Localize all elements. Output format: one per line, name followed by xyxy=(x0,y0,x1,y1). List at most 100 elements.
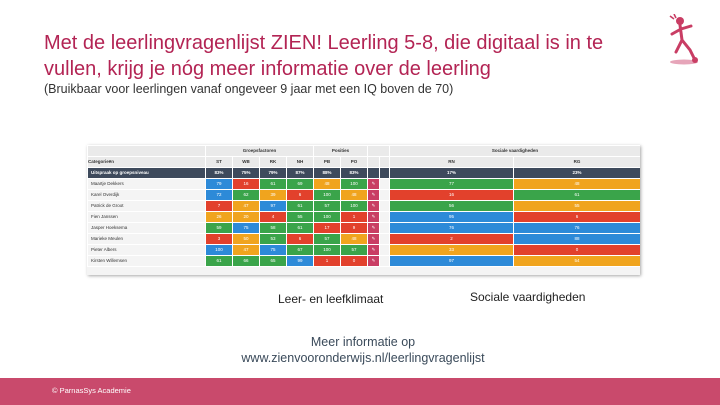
score-cell: 61 xyxy=(513,189,640,201)
score-cell: 57 xyxy=(313,233,342,245)
more-info-line: Meer informatie op xyxy=(310,335,416,349)
column-header[interactable]: RN xyxy=(389,156,515,168)
summary-cell: 75% xyxy=(232,167,260,179)
column-header[interactable]: RG xyxy=(513,156,640,168)
summary-cell: 83% xyxy=(340,167,369,179)
score-cell: 6 xyxy=(513,211,640,223)
score-cell: 1 xyxy=(313,255,342,267)
score-cell: 48 xyxy=(313,178,342,190)
pencil-icon[interactable]: ✎ xyxy=(367,189,381,201)
score-cell: 50 xyxy=(232,233,260,245)
student-name[interactable]: Patrick de Groot xyxy=(87,200,206,212)
pencil-icon[interactable]: ✎ xyxy=(367,255,381,267)
score-cell: 100 xyxy=(313,211,342,223)
more-info-link[interactable]: www.zienvooronderwijs.nl/leerlingvragenl… xyxy=(241,351,485,365)
student-name[interactable]: Karel Overdijk xyxy=(87,189,206,201)
student-name[interactable]: Kirsten Willemsen xyxy=(87,255,206,267)
column-header[interactable] xyxy=(367,156,381,168)
column-header[interactable]: Categorieën xyxy=(87,156,206,168)
score-cell: 100 xyxy=(313,189,342,201)
score-cell: 57 xyxy=(340,244,369,256)
score-cell: 76 xyxy=(389,222,515,234)
student-name[interactable]: Marieke Meulen xyxy=(87,233,206,245)
score-cell: 0 xyxy=(340,255,369,267)
table-row[interactable]: Patrick de Groot 7 47 97 61 57 100 ✎ 56 55 xyxy=(87,200,640,212)
student-results-table: Groepsfactoren Posities Sociale vaardigh… xyxy=(87,145,640,275)
score-cell: 6 xyxy=(285,233,315,245)
table-row[interactable]: Jasper Hoeksema 59 75 58 61 17 9 ✎ 76 76 xyxy=(87,222,640,234)
score-cell: 100 xyxy=(313,244,342,256)
slide-subtitle: (Bruikbaar voor leerlingen vanaf ongevee… xyxy=(44,82,454,96)
results-grid: Groepsfactoren Posities Sociale vaardigh… xyxy=(87,145,640,267)
score-cell: 7 xyxy=(205,200,233,212)
score-cell: 61 xyxy=(205,255,233,267)
pencil-icon[interactable]: ✎ xyxy=(367,200,381,212)
score-cell: 54 xyxy=(513,255,640,267)
summary-cell: Uitspraak op groepsniveau xyxy=(87,167,206,179)
score-cell: 65 xyxy=(259,255,287,267)
student-name[interactable]: Maartje Dekkers xyxy=(87,178,206,190)
group-header-row: Groepsfactoren Posities Sociale vaardigh… xyxy=(87,145,640,157)
summary-cell xyxy=(379,167,391,179)
score-cell: 59 xyxy=(205,222,233,234)
score-cell: 9 xyxy=(340,222,369,234)
running-child-logo-icon xyxy=(669,14,698,65)
table-row[interactable]: Kirsten Willemsen 61 66 65 99 1 0 ✎ 97 54 xyxy=(87,255,640,267)
student-name[interactable]: Pieter Albers xyxy=(87,244,206,256)
column-header[interactable]: ST xyxy=(205,156,233,168)
pencil-icon[interactable]: ✎ xyxy=(367,178,381,190)
summary-cell: 88% xyxy=(313,167,342,179)
score-cell: 53 xyxy=(259,233,287,245)
score-cell: 17 xyxy=(313,222,342,234)
score-cell: 55 xyxy=(513,200,640,212)
score-cell: 16 xyxy=(232,178,260,190)
slide-title: Met de leerlingvragenlijst ZIEN! Leerlin… xyxy=(44,32,604,80)
pencil-icon[interactable]: ✎ xyxy=(367,222,381,234)
summary-cell: 23% xyxy=(513,167,640,179)
table-row[interactable]: Karel Overdijk 72 62 39 6 100 48 ✎ 16 61 xyxy=(87,189,640,201)
pencil-icon[interactable]: ✎ xyxy=(367,244,381,256)
group-summary-row: Uitspraak op groepsniveau 83% 75% 79% 87% 88%… xyxy=(87,167,640,179)
student-name[interactable]: Fien Janssen xyxy=(87,211,206,223)
score-cell: 3 xyxy=(205,233,233,245)
table-row[interactable]: Pieter Albers 100 47 75 67 100 57 ✎ 33 0 xyxy=(87,244,640,256)
score-cell: 16 xyxy=(389,189,515,201)
score-cell: 61 xyxy=(285,200,315,212)
score-cell: 100 xyxy=(205,244,233,256)
column-header[interactable]: NH xyxy=(285,156,315,168)
table-row[interactable]: Fien Janssen 26 20 4 55 100 1 ✎ 95 6 xyxy=(87,211,640,223)
score-cell: 100 xyxy=(340,200,369,212)
score-cell: 69 xyxy=(285,178,315,190)
summary-cell xyxy=(367,167,381,179)
student-name[interactable]: Jasper Hoeksema xyxy=(87,222,206,234)
score-cell: 4 xyxy=(259,211,287,223)
score-cell: 97 xyxy=(259,200,287,212)
column-header-row: Categorieën ST WB RK NH PB PO RN RG xyxy=(87,156,640,168)
summary-cell: 87% xyxy=(285,167,315,179)
column-header[interactable]: PO xyxy=(340,156,369,168)
score-cell: 100 xyxy=(340,178,369,190)
table-row[interactable]: Marieke Meulen 3 50 53 6 57 48 ✎ 2 88 xyxy=(87,233,640,245)
score-cell: 95 xyxy=(389,211,515,223)
column-header[interactable] xyxy=(379,156,391,168)
column-header[interactable]: WB xyxy=(232,156,260,168)
caption-leer-leefklimaat: Leer- en leefklimaat xyxy=(278,292,384,306)
score-cell: 88 xyxy=(513,233,640,245)
score-cell: 77 xyxy=(389,178,515,190)
score-cell: 57 xyxy=(313,200,342,212)
spacer-cell xyxy=(379,233,391,245)
score-cell: 0 xyxy=(513,244,640,256)
score-cell: 66 xyxy=(232,255,260,267)
column-header[interactable]: PB xyxy=(313,156,342,168)
table-row[interactable]: Maartje Dekkers 79 16 61 69 48 100 ✎ 77 48 xyxy=(87,178,640,190)
score-cell: 62 xyxy=(232,189,260,201)
score-cell: 61 xyxy=(259,178,287,190)
pencil-icon[interactable]: ✎ xyxy=(367,211,381,223)
score-cell: 26 xyxy=(205,211,233,223)
column-header[interactable]: RK xyxy=(259,156,287,168)
score-cell: 75 xyxy=(259,244,287,256)
spacer-cell xyxy=(379,244,391,256)
spacer-cell xyxy=(379,211,391,223)
pencil-icon[interactable]: ✎ xyxy=(367,233,381,245)
more-info-text: Meer informatie op www.zienvooronderwijs… xyxy=(222,334,504,366)
